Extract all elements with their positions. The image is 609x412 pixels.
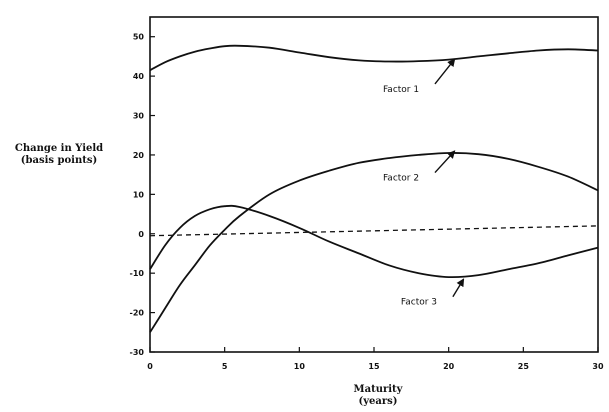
annotation-label-factor-1: Factor 1 bbox=[383, 85, 419, 95]
x-tick-label: 20 bbox=[443, 362, 455, 371]
y-axis-label: Change in Yield (basis points) bbox=[0, 143, 118, 167]
series-line-factor-3 bbox=[149, 204, 599, 279]
y-tick-label: -10 bbox=[130, 269, 145, 278]
annotation-arrow-factor-3 bbox=[452, 278, 465, 298]
x-tick-label: 10 bbox=[294, 362, 306, 371]
plot-area: Factor 1 Factor 2 Factor 3 bbox=[149, 44, 599, 333]
series-line-factor-2 bbox=[149, 152, 599, 333]
annotation-label-factor-2: Factor 2 bbox=[383, 174, 419, 184]
y-tick-label: 50 bbox=[133, 33, 145, 42]
annotation-arrow-factor-2 bbox=[434, 150, 456, 174]
annotation-arrow-factor-1 bbox=[434, 58, 456, 85]
y-axis-title: Change in Yield bbox=[14, 143, 104, 154]
x-axis-title: Maturity bbox=[353, 384, 403, 395]
x-tick-label: 5 bbox=[222, 362, 228, 371]
x-axis-label: Maturity (years) bbox=[318, 384, 438, 408]
plot-frame bbox=[149, 16, 599, 353]
y-tick-label: 40 bbox=[133, 72, 145, 81]
x-tick-label: 25 bbox=[518, 362, 530, 371]
y-tick-label: 0 bbox=[138, 230, 144, 239]
series-line-factor-1 bbox=[149, 44, 599, 71]
y-tick-label: 20 bbox=[133, 151, 145, 160]
y-tick-label: 30 bbox=[133, 112, 145, 121]
y-axis-subtitle: (basis points) bbox=[20, 155, 98, 166]
x-tick-label: 15 bbox=[368, 362, 380, 371]
x-tick-label: 0 bbox=[147, 362, 153, 371]
y-tick-label: -20 bbox=[130, 309, 145, 318]
x-tick-label: 30 bbox=[592, 362, 604, 371]
y-tick-label: -30 bbox=[130, 348, 145, 357]
x-axis-subtitle: (years) bbox=[358, 396, 398, 407]
zero-reference-line bbox=[149, 225, 599, 237]
annotation-label-factor-3: Factor 3 bbox=[401, 298, 437, 308]
y-tick-label: 10 bbox=[133, 190, 145, 199]
